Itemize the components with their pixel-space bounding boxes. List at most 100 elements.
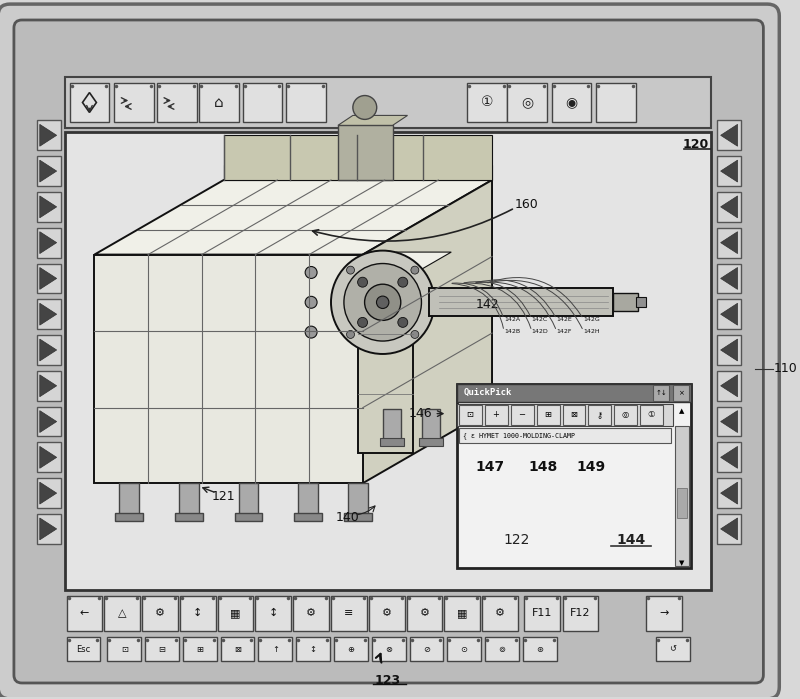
Bar <box>369 596 405 631</box>
Polygon shape <box>40 124 57 146</box>
Text: ①: ① <box>647 410 655 419</box>
Text: ↺: ↺ <box>670 644 677 654</box>
Text: ⚙: ⚙ <box>306 608 316 619</box>
Polygon shape <box>721 339 738 361</box>
Bar <box>596 82 636 122</box>
Bar <box>636 297 646 308</box>
Circle shape <box>331 251 434 354</box>
Bar <box>717 407 741 436</box>
Polygon shape <box>40 303 57 325</box>
Text: 121: 121 <box>212 489 235 503</box>
Bar <box>717 335 741 365</box>
Bar <box>677 488 687 518</box>
Bar <box>198 82 238 122</box>
Polygon shape <box>40 447 57 468</box>
Text: QuickPick: QuickPick <box>463 388 511 397</box>
Bar <box>717 228 741 257</box>
Polygon shape <box>40 518 57 540</box>
Polygon shape <box>721 231 738 254</box>
Text: ⚷: ⚷ <box>596 410 602 419</box>
Bar <box>238 483 258 515</box>
Text: 147: 147 <box>475 460 504 475</box>
Bar <box>717 156 741 186</box>
Bar <box>459 428 671 443</box>
Polygon shape <box>721 410 738 433</box>
Bar <box>507 82 546 122</box>
Text: 142C: 142C <box>532 317 548 322</box>
Bar <box>372 637 406 661</box>
Text: 149: 149 <box>577 460 606 475</box>
Bar <box>218 596 254 631</box>
Text: −: − <box>518 410 526 419</box>
Bar <box>717 264 741 294</box>
Bar <box>66 637 100 661</box>
Bar <box>717 371 741 401</box>
Polygon shape <box>40 375 57 397</box>
Bar <box>358 275 413 454</box>
Bar <box>104 596 140 631</box>
Text: 123: 123 <box>374 675 401 688</box>
Circle shape <box>305 266 317 278</box>
Bar <box>485 637 519 661</box>
Circle shape <box>411 331 419 338</box>
Circle shape <box>398 278 408 287</box>
Bar <box>410 637 443 661</box>
Text: 142E: 142E <box>557 317 572 322</box>
Text: 142A: 142A <box>504 317 520 322</box>
Bar <box>485 405 508 424</box>
Text: ⚙: ⚙ <box>382 608 392 619</box>
Bar <box>37 371 61 401</box>
Bar <box>717 478 741 508</box>
Bar <box>653 384 669 401</box>
Text: ▲: ▲ <box>679 409 685 415</box>
Text: ↑↓: ↑↓ <box>655 390 667 396</box>
Bar <box>66 596 102 631</box>
Bar <box>458 384 691 568</box>
Bar <box>183 637 217 661</box>
Text: ⊟: ⊟ <box>158 644 166 654</box>
Text: →: → <box>659 608 669 619</box>
Text: ↕: ↕ <box>193 608 202 619</box>
Bar <box>37 442 61 473</box>
Bar <box>562 596 598 631</box>
Bar <box>717 192 741 222</box>
Text: ◎: ◎ <box>521 96 533 110</box>
Bar <box>221 637 254 661</box>
Bar <box>242 82 282 122</box>
Text: △: △ <box>118 608 126 619</box>
Text: ⊚: ⊚ <box>498 644 506 654</box>
Polygon shape <box>338 115 407 125</box>
Text: F11: F11 <box>531 608 552 619</box>
Circle shape <box>377 296 389 308</box>
Text: 110: 110 <box>774 362 797 375</box>
Circle shape <box>353 96 377 120</box>
Text: +: + <box>493 410 499 419</box>
Text: 142F: 142F <box>557 329 572 333</box>
Bar <box>114 82 154 122</box>
Bar <box>255 596 291 631</box>
Bar <box>234 513 262 521</box>
Bar <box>552 82 591 122</box>
Bar <box>614 294 638 311</box>
Circle shape <box>411 266 419 274</box>
Text: ⊙: ⊙ <box>461 644 468 654</box>
Polygon shape <box>721 124 738 146</box>
Circle shape <box>358 317 367 327</box>
Circle shape <box>346 331 354 338</box>
Polygon shape <box>363 180 492 483</box>
Polygon shape <box>40 339 57 361</box>
Polygon shape <box>40 231 57 254</box>
Bar <box>37 264 61 294</box>
Bar <box>344 513 372 521</box>
Text: ⊞: ⊞ <box>196 644 203 654</box>
Bar <box>422 409 440 440</box>
Text: 120: 120 <box>682 138 709 151</box>
Bar <box>511 405 534 424</box>
Polygon shape <box>721 268 738 289</box>
Circle shape <box>305 296 317 308</box>
Text: ≡: ≡ <box>344 608 354 619</box>
Bar <box>294 513 322 521</box>
Text: ①: ① <box>481 96 494 110</box>
Circle shape <box>346 266 354 274</box>
Text: Esc: Esc <box>76 644 90 654</box>
